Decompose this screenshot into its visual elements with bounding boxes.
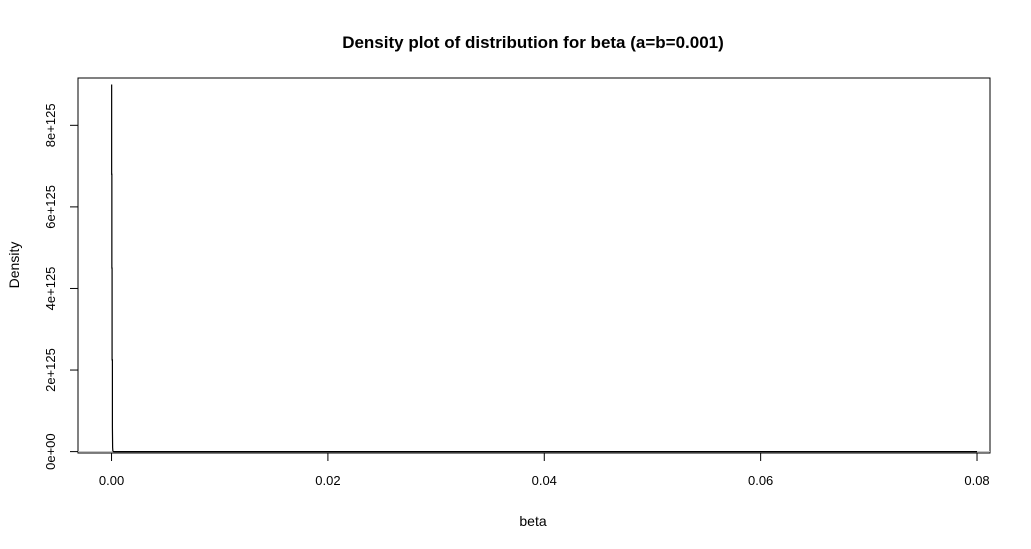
- x-tick-label: 0.00: [99, 473, 124, 488]
- density-series-line: [111, 84, 978, 453]
- y-tick-label: 2e+125: [43, 348, 58, 392]
- y-tick-label: 8e+125: [43, 103, 58, 147]
- x-tick-label: 0.06: [748, 473, 773, 488]
- y-axis-label: Density: [6, 242, 22, 289]
- x-tick-label: 0.08: [964, 473, 989, 488]
- chart-title: Density plot of distribution for beta (a…: [342, 33, 724, 52]
- y-tick-label: 4e+125: [43, 267, 58, 311]
- x-axis-label: beta: [519, 513, 546, 529]
- x-axis: 0.00 0.02 0.04 0.06 0.08: [99, 452, 990, 488]
- x-tick-label: 0.02: [315, 473, 340, 488]
- x-tick-label: 0.04: [532, 473, 557, 488]
- y-tick-label: 0e+00: [43, 433, 58, 470]
- y-tick-label: 6e+125: [43, 185, 58, 229]
- plot-frame: [77, 77, 991, 454]
- y-axis: 0e+00 2e+125 4e+125 6e+125 8e+125: [43, 103, 79, 470]
